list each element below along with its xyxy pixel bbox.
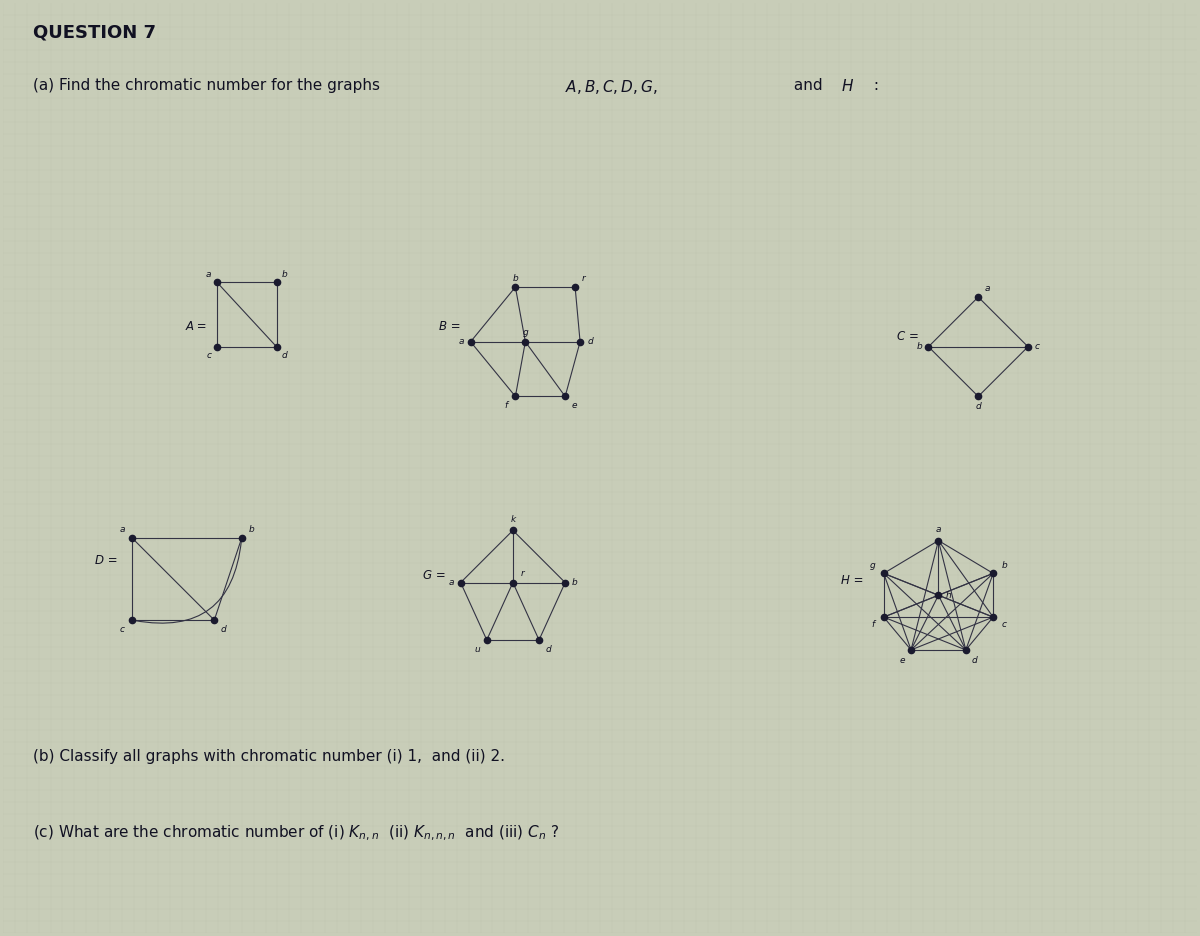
Text: e: e bbox=[900, 656, 905, 665]
Text: b: b bbox=[512, 273, 518, 283]
Text: (a) Find the chromatic number for the graphs: (a) Find the chromatic number for the gr… bbox=[32, 79, 384, 94]
Text: d: d bbox=[587, 337, 593, 346]
Text: D =: D = bbox=[95, 554, 118, 567]
Text: d: d bbox=[972, 656, 978, 665]
Text: a: a bbox=[449, 578, 454, 587]
Text: b: b bbox=[571, 578, 577, 587]
Text: C =: C = bbox=[896, 330, 918, 344]
Text: b: b bbox=[282, 270, 287, 279]
Text: a: a bbox=[936, 525, 941, 534]
Text: H =: H = bbox=[841, 574, 864, 587]
Text: a: a bbox=[984, 284, 990, 293]
Text: a: a bbox=[206, 270, 211, 279]
Text: G =: G = bbox=[422, 569, 445, 582]
FancyArrowPatch shape bbox=[134, 541, 241, 623]
Text: :: : bbox=[869, 79, 878, 94]
Text: b: b bbox=[1001, 562, 1007, 570]
Text: d: d bbox=[282, 351, 287, 360]
Text: and: and bbox=[790, 79, 828, 94]
Text: g: g bbox=[870, 562, 876, 570]
Text: b: b bbox=[248, 525, 254, 534]
Text: d: d bbox=[976, 402, 982, 411]
Text: r: r bbox=[521, 569, 524, 578]
Text: B =: B = bbox=[439, 320, 461, 333]
Text: r: r bbox=[581, 273, 584, 283]
Text: d: d bbox=[546, 645, 551, 654]
Text: g: g bbox=[522, 329, 528, 337]
Text: (c) What are the chromatic number of (i) $K_{n,n}$  (ii) $K_{n,n,n}$  and (iii) : (c) What are the chromatic number of (i)… bbox=[32, 824, 559, 843]
Text: f: f bbox=[505, 401, 508, 410]
Text: QUESTION 7: QUESTION 7 bbox=[32, 23, 156, 42]
Text: f: f bbox=[871, 621, 875, 629]
Text: e: e bbox=[571, 401, 577, 410]
Text: c: c bbox=[120, 625, 125, 635]
Text: $H$: $H$ bbox=[841, 79, 854, 95]
Text: u: u bbox=[474, 645, 480, 654]
Text: h: h bbox=[946, 591, 952, 600]
Text: A =: A = bbox=[185, 320, 206, 333]
Text: (b) Classify all graphs with chromatic number (i) 1,  and (ii) 2.: (b) Classify all graphs with chromatic n… bbox=[32, 750, 505, 765]
Text: c: c bbox=[206, 351, 211, 360]
Text: c: c bbox=[1002, 621, 1007, 629]
Text: a: a bbox=[458, 337, 464, 346]
Text: $A, B, C, D, G,$: $A, B, C, D, G,$ bbox=[565, 79, 658, 96]
Text: c: c bbox=[1034, 343, 1039, 351]
Text: b: b bbox=[917, 343, 923, 351]
Text: k: k bbox=[510, 516, 516, 524]
Text: d: d bbox=[220, 625, 226, 635]
Text: a: a bbox=[120, 525, 125, 534]
